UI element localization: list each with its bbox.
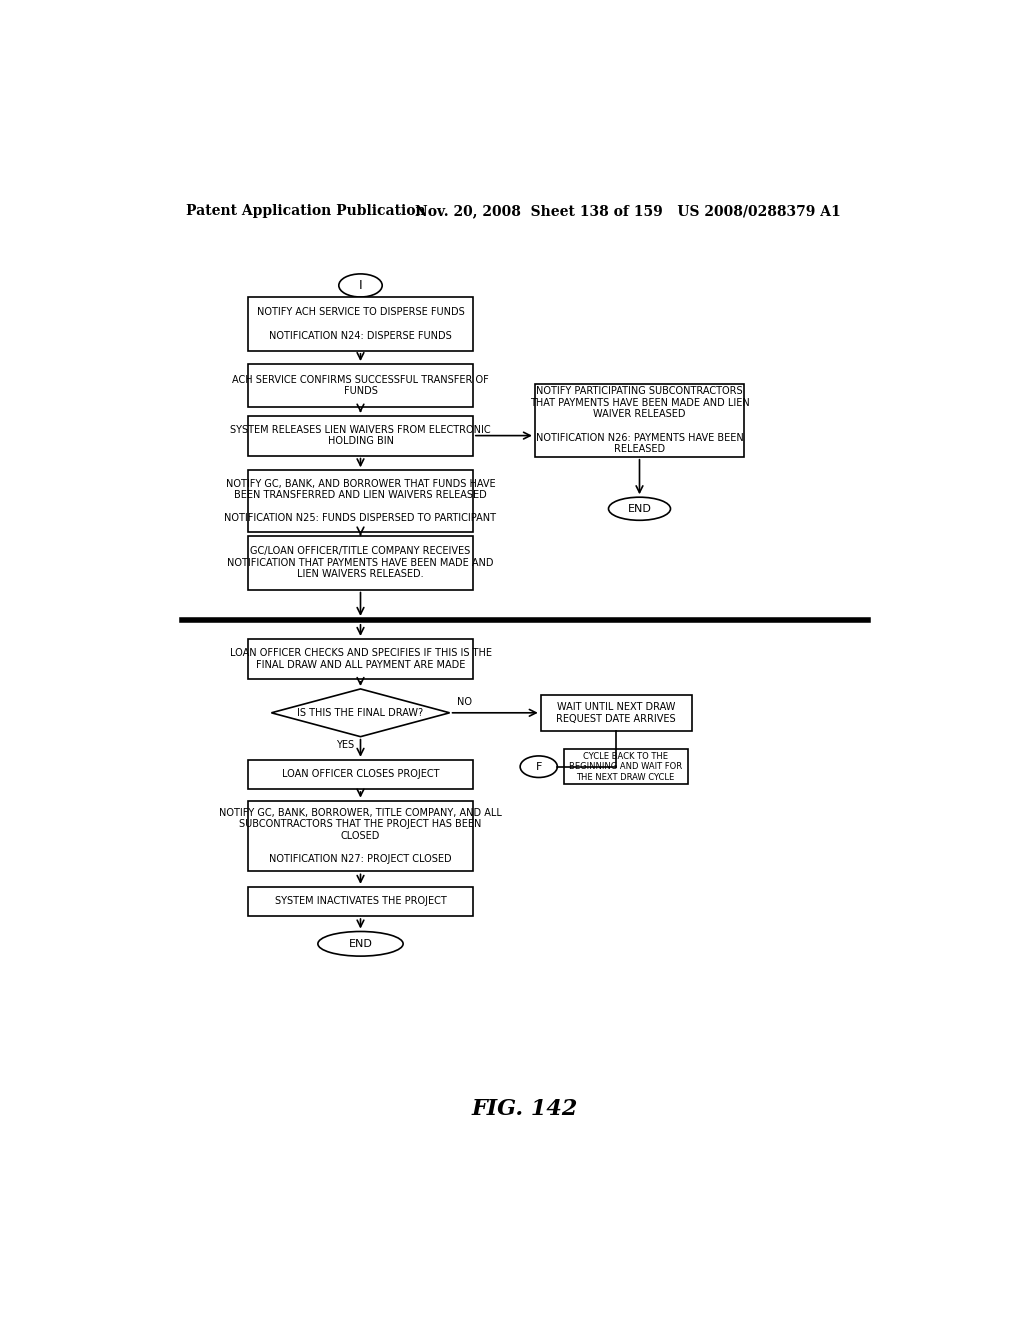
Text: END: END [348,939,373,949]
FancyBboxPatch shape [535,384,744,457]
Text: IS THIS THE FINAL DRAW?: IS THIS THE FINAL DRAW? [297,708,424,718]
Text: NO: NO [458,697,472,706]
Text: WAIT UNTIL NEXT DRAW
REQUEST DATE ARRIVES: WAIT UNTIL NEXT DRAW REQUEST DATE ARRIVE… [556,702,676,723]
Ellipse shape [339,275,382,297]
Text: END: END [628,504,651,513]
FancyBboxPatch shape [248,297,473,351]
Text: NOTIFY ACH SERVICE TO DISPERSE FUNDS

NOTIFICATION N24: DISPERSE FUNDS: NOTIFY ACH SERVICE TO DISPERSE FUNDS NOT… [257,308,464,341]
Text: NOTIFY GC, BANK, AND BORROWER THAT FUNDS HAVE
BEEN TRANSFERRED AND LIEN WAIVERS : NOTIFY GC, BANK, AND BORROWER THAT FUNDS… [224,479,497,524]
Ellipse shape [520,756,557,777]
Polygon shape [271,689,450,737]
Text: LOAN OFFICER CHECKS AND SPECIFIES IF THIS IS THE
FINAL DRAW AND ALL PAYMENT ARE : LOAN OFFICER CHECKS AND SPECIFIES IF THI… [229,648,492,669]
FancyBboxPatch shape [248,470,473,532]
Text: SYSTEM INACTIVATES THE PROJECT: SYSTEM INACTIVATES THE PROJECT [274,896,446,907]
Text: NOTIFY GC, BANK, BORROWER, TITLE COMPANY, AND ALL
SUBCONTRACTORS THAT THE PROJEC: NOTIFY GC, BANK, BORROWER, TITLE COMPANY… [219,808,502,865]
FancyBboxPatch shape [248,760,473,789]
FancyBboxPatch shape [248,800,473,871]
FancyBboxPatch shape [248,639,473,678]
FancyBboxPatch shape [248,536,473,590]
FancyBboxPatch shape [541,696,692,730]
Text: ACH SERVICE CONFIRMS SUCCESSFUL TRANSFER OF
FUNDS: ACH SERVICE CONFIRMS SUCCESSFUL TRANSFER… [232,375,488,396]
FancyBboxPatch shape [248,887,473,916]
FancyBboxPatch shape [563,748,687,784]
FancyBboxPatch shape [248,416,473,455]
Text: F: F [536,762,542,772]
Text: Patent Application Publication: Patent Application Publication [186,203,426,218]
Text: Nov. 20, 2008  Sheet 138 of 159   US 2008/0288379 A1: Nov. 20, 2008 Sheet 138 of 159 US 2008/0… [415,203,841,218]
FancyBboxPatch shape [248,364,473,407]
Ellipse shape [317,932,403,956]
Text: NOTIFY PARTICIPATING SUBCONTRACTORS
THAT PAYMENTS HAVE BEEN MADE AND LIEN
WAIVER: NOTIFY PARTICIPATING SUBCONTRACTORS THAT… [529,387,750,454]
Text: CYCLE BACK TO THE
BEGINNING AND WAIT FOR
THE NEXT DRAW CYCLE: CYCLE BACK TO THE BEGINNING AND WAIT FOR… [569,752,682,781]
Ellipse shape [608,498,671,520]
Text: GC/LOAN OFFICER/TITLE COMPANY RECEIVES
NOTIFICATION THAT PAYMENTS HAVE BEEN MADE: GC/LOAN OFFICER/TITLE COMPANY RECEIVES N… [227,546,494,579]
Text: YES: YES [336,739,354,750]
Text: LOAN OFFICER CLOSES PROJECT: LOAN OFFICER CLOSES PROJECT [282,770,439,779]
Text: SYSTEM RELEASES LIEN WAIVERS FROM ELECTRONIC
HOLDING BIN: SYSTEM RELEASES LIEN WAIVERS FROM ELECTR… [230,425,490,446]
Text: I: I [358,279,362,292]
Text: FIG. 142: FIG. 142 [472,1098,578,1121]
